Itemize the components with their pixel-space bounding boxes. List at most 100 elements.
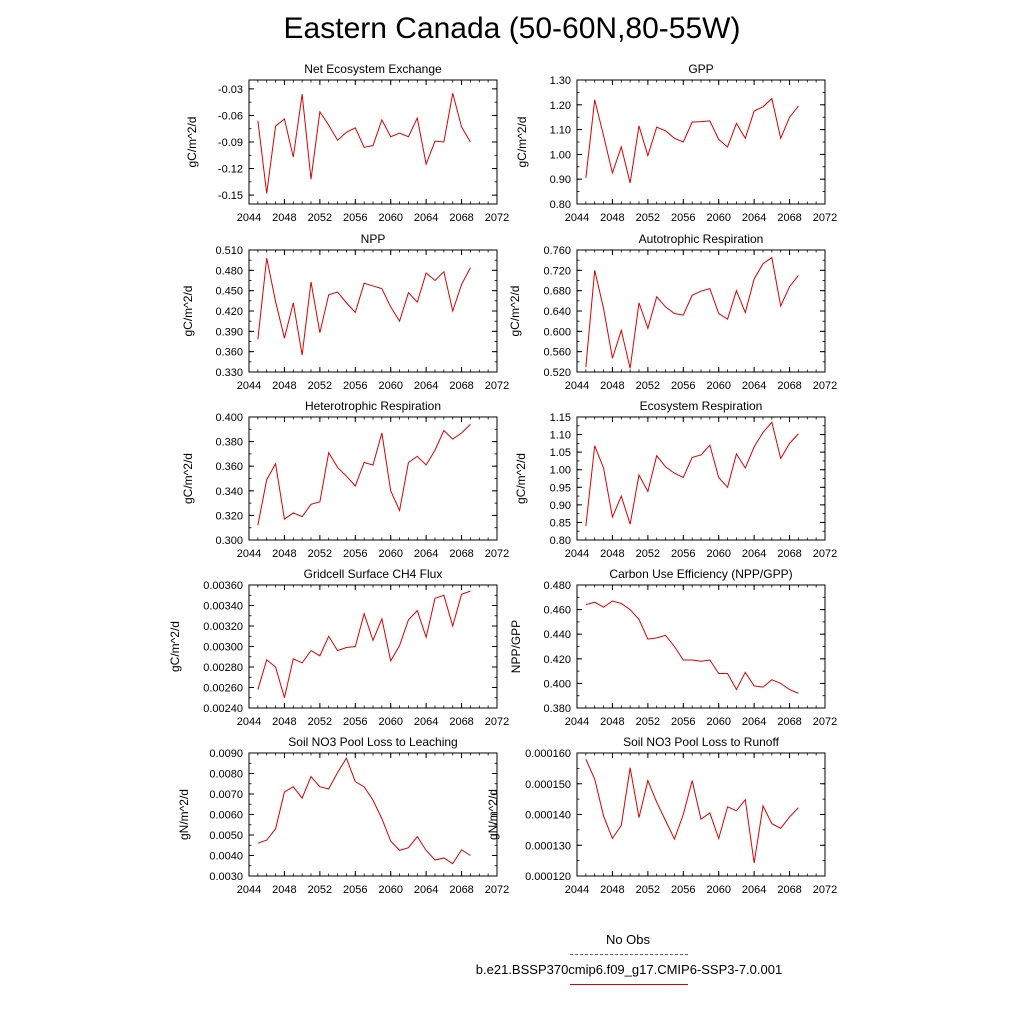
x-tick-label: 2060 — [706, 716, 730, 728]
x-tick-label: 2048 — [272, 884, 296, 896]
series-line — [585, 256, 799, 369]
x-tick-label: 2044 — [237, 380, 261, 392]
series-line — [257, 258, 471, 356]
x-tick-label: 2064 — [414, 212, 438, 224]
x-tick-label: 2048 — [272, 380, 296, 392]
y-tick-label: 1.05 — [550, 447, 571, 459]
x-tick-label: 2068 — [777, 884, 801, 896]
x-tick-label: 2072 — [485, 716, 509, 728]
panel-9: Soil NO3 Pool Loss to Leaching gN/m^2/d 20… — [177, 735, 509, 896]
x-tick-label: 2052 — [308, 716, 332, 728]
y-axis-label: gC/m^2/d — [181, 453, 195, 504]
y-tick-label: 1.20 — [550, 100, 571, 112]
x-tick-label: 2072 — [813, 884, 837, 896]
y-tick-label: 0.360 — [215, 347, 243, 359]
x-tick-label: 2068 — [777, 716, 801, 728]
x-tick-label: 2044 — [565, 548, 589, 560]
panel-title: Autotrophic Respiration — [639, 232, 764, 246]
y-tick-label: 0.380 — [215, 437, 243, 449]
panel-title: GPP — [688, 62, 713, 76]
x-tick-label: 2064 — [742, 716, 766, 728]
plot-frame — [576, 416, 826, 541]
y-tick-label: 0.400 — [543, 678, 571, 690]
x-tick-label: 2060 — [378, 716, 402, 728]
series-line — [585, 421, 799, 526]
y-tick-label: 0.440 — [543, 629, 571, 641]
y-tick-label: 0.340 — [215, 486, 243, 498]
y-tick-label: 0.95 — [550, 482, 571, 494]
y-tick-label: -0.15 — [218, 190, 243, 202]
panel-10: Soil NO3 Pool Loss to Runoff gN/m^2/d 2044… — [486, 735, 837, 896]
x-tick-label: 2056 — [671, 716, 695, 728]
x-tick-label: 2056 — [343, 212, 367, 224]
x-tick-label: 2068 — [449, 212, 473, 224]
x-tick-label: 2056 — [671, 380, 695, 392]
x-tick-label: 2044 — [565, 884, 589, 896]
y-tick-label: 0.0080 — [209, 769, 243, 781]
panel-1: Net Ecosystem Exchange gC/m^2/d 2044 2048 20… — [185, 62, 509, 224]
x-tick-label: 2064 — [414, 884, 438, 896]
y-tick-label: 1.00 — [550, 149, 571, 161]
x-tick-label: 2064 — [742, 884, 766, 896]
y-tick-label: 0.330 — [215, 367, 243, 379]
y-tick-label: 0.90 — [550, 174, 571, 186]
x-tick-label: 2056 — [343, 716, 367, 728]
y-tick-label: 0.520 — [543, 367, 571, 379]
x-tick-label: 2068 — [449, 380, 473, 392]
x-tick-label: 2052 — [308, 884, 332, 896]
y-tick-label: 0.000150 — [525, 779, 571, 791]
series-line — [585, 758, 799, 864]
y-tick-label: 0.0030 — [209, 871, 243, 883]
x-tick-label: 2044 — [565, 380, 589, 392]
y-tick-label: 0.80 — [550, 535, 571, 547]
x-tick-label: 2072 — [485, 884, 509, 896]
series-line — [257, 757, 471, 865]
x-tick-label: 2048 — [600, 716, 624, 728]
x-tick-label: 2052 — [308, 380, 332, 392]
y-tick-label: 0.000130 — [525, 840, 571, 852]
y-tick-label: 0.000160 — [525, 748, 571, 760]
x-tick-label: 2048 — [272, 716, 296, 728]
x-tick-label: 2060 — [706, 884, 730, 896]
y-tick-label: 0.00300 — [203, 642, 243, 654]
x-tick-label: 2044 — [565, 716, 589, 728]
x-tick-label: 2044 — [237, 716, 261, 728]
y-tick-label: 0.720 — [543, 265, 571, 277]
x-tick-label: 2060 — [706, 212, 730, 224]
x-tick-label: 2048 — [272, 212, 296, 224]
y-tick-label: 0.380 — [543, 703, 571, 715]
x-tick-label: 2056 — [671, 548, 695, 560]
y-axis-label: gN/m^2/d — [177, 789, 191, 840]
plot-frame — [248, 249, 498, 373]
x-tick-label: 2048 — [600, 212, 624, 224]
y-tick-label: 0.00260 — [203, 683, 243, 695]
panel-title: Net Ecosystem Exchange — [304, 62, 442, 76]
x-tick-label: 2060 — [378, 212, 402, 224]
y-tick-label: 0.680 — [543, 286, 571, 298]
y-tick-label: 0.00340 — [203, 601, 243, 613]
y-tick-label: 1.00 — [550, 465, 571, 477]
x-tick-label: 2064 — [414, 548, 438, 560]
x-tick-label: 2044 — [565, 212, 589, 224]
x-tick-label: 2056 — [671, 212, 695, 224]
plot-frame — [576, 79, 826, 205]
x-tick-label: 2068 — [777, 548, 801, 560]
y-tick-label: 0.320 — [215, 510, 243, 522]
y-tick-label: 0.460 — [543, 605, 571, 617]
y-axis-label: gC/m^2/d — [515, 117, 529, 168]
y-axis-label: gC/m^2/d — [508, 286, 522, 337]
y-tick-label: 0.00360 — [203, 580, 243, 592]
y-tick-label: 0.00320 — [203, 621, 243, 633]
x-tick-label: 2056 — [343, 548, 367, 560]
x-tick-label: 2052 — [636, 716, 660, 728]
x-tick-label: 2056 — [343, 380, 367, 392]
x-tick-label: 2072 — [485, 380, 509, 392]
x-tick-label: 2060 — [706, 548, 730, 560]
y-tick-label: -0.06 — [218, 110, 243, 122]
x-tick-label: 2048 — [272, 548, 296, 560]
panel-title: NPP — [361, 232, 386, 246]
plot-frame — [248, 752, 498, 877]
x-tick-label: 2060 — [378, 380, 402, 392]
x-tick-label: 2072 — [813, 548, 837, 560]
y-tick-label: 0.560 — [543, 347, 571, 359]
